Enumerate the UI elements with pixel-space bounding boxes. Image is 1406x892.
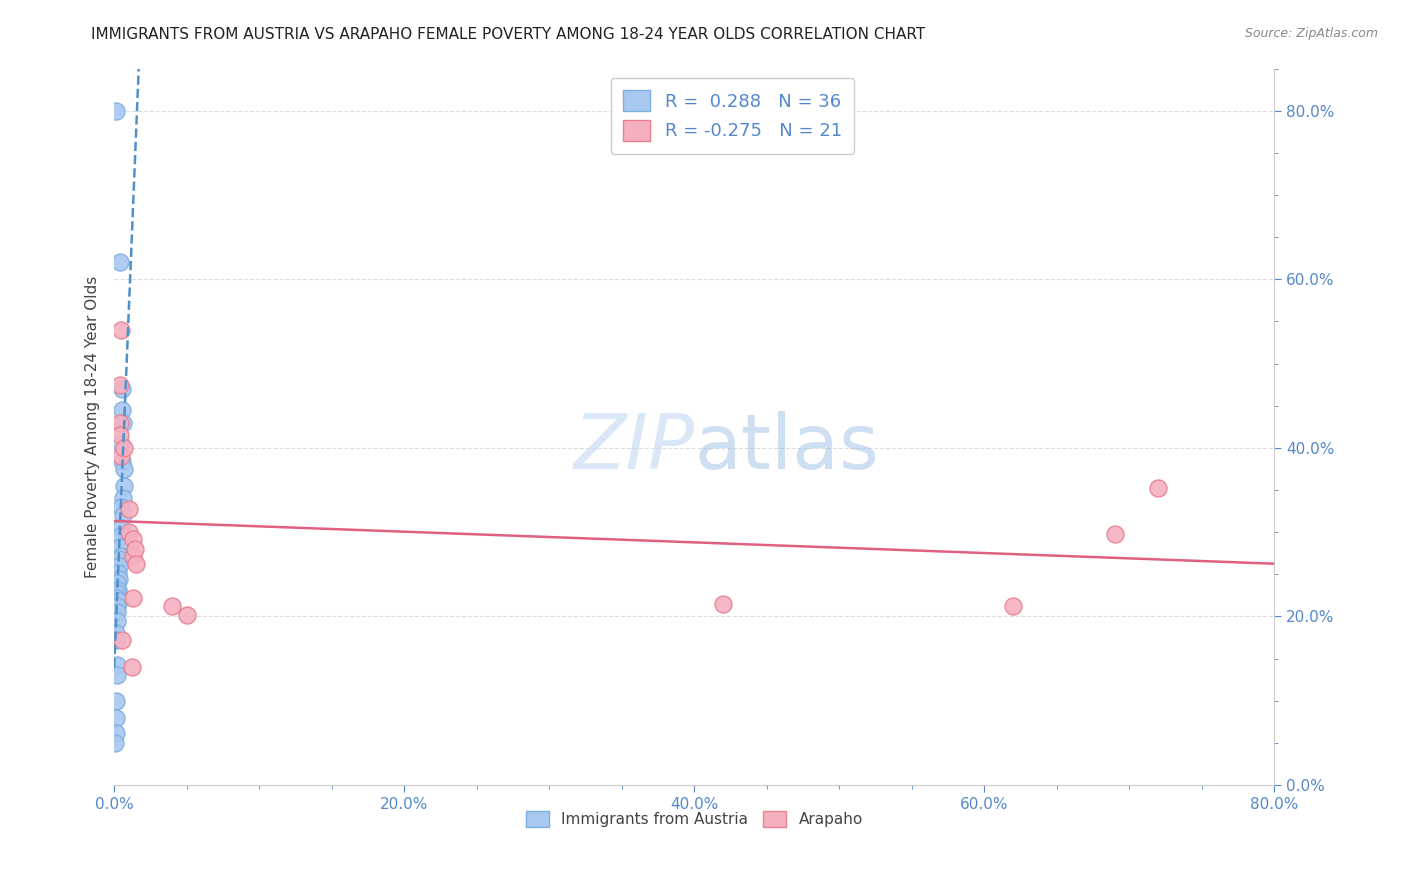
Point: [105, 626, 128, 640]
Text: Source: ZipAtlas.com: Source: ZipAtlas.com: [1244, 27, 1378, 40]
Point: [112, 462, 135, 476]
Point: [160, 599, 183, 614]
Y-axis label: Female Poverty Among 18-24 Year Olds: Female Poverty Among 18-24 Year Olds: [86, 276, 100, 578]
Text: ZIP: ZIP: [574, 411, 695, 485]
Point: [112, 479, 135, 493]
Point: [107, 572, 129, 586]
Point: [105, 586, 128, 600]
Point: [105, 605, 128, 619]
Point: [104, 103, 127, 118]
Point: [711, 597, 734, 611]
Point: [108, 552, 131, 566]
Point: [108, 255, 131, 269]
Text: atlas: atlas: [695, 411, 879, 485]
Point: [111, 491, 134, 506]
Point: [112, 441, 135, 455]
Point: [110, 323, 132, 337]
Point: [1147, 481, 1170, 495]
Point: [105, 591, 128, 605]
Point: [110, 549, 132, 563]
Point: [176, 607, 198, 622]
Point: [124, 542, 146, 557]
Point: [108, 541, 131, 555]
Point: [110, 450, 132, 464]
Point: [107, 582, 129, 597]
Point: [110, 436, 132, 450]
Point: [105, 668, 128, 682]
Point: [110, 428, 132, 442]
Point: [1002, 599, 1025, 614]
Point: [104, 726, 127, 740]
Point: [105, 658, 128, 673]
Point: [1104, 527, 1126, 541]
Point: [107, 566, 129, 580]
Point: [107, 594, 129, 608]
Point: [124, 558, 146, 572]
Point: [110, 529, 132, 543]
Point: [104, 711, 127, 725]
Point: [104, 694, 127, 708]
Point: [105, 599, 128, 614]
Point: [111, 416, 134, 430]
Point: [108, 416, 131, 430]
Point: [104, 633, 127, 648]
Point: [104, 736, 127, 750]
Point: [110, 500, 132, 514]
Legend: Immigrants from Austria, Arapaho: Immigrants from Austria, Arapaho: [519, 804, 870, 835]
Point: [122, 549, 145, 563]
Point: [108, 377, 131, 392]
Point: [118, 525, 141, 540]
Point: [112, 508, 135, 523]
Point: [111, 382, 134, 396]
Point: [111, 453, 134, 467]
Point: [118, 501, 141, 516]
Point: [122, 591, 145, 605]
Point: [105, 614, 128, 628]
Point: [107, 558, 129, 573]
Point: [111, 403, 134, 417]
Point: [110, 521, 132, 535]
Point: [105, 575, 128, 590]
Point: [111, 633, 134, 648]
Text: IMMIGRANTS FROM AUSTRIA VS ARAPAHO FEMALE POVERTY AMONG 18-24 YEAR OLDS CORRELAT: IMMIGRANTS FROM AUSTRIA VS ARAPAHO FEMAL…: [91, 27, 925, 42]
Point: [121, 660, 143, 674]
Point: [122, 532, 145, 546]
